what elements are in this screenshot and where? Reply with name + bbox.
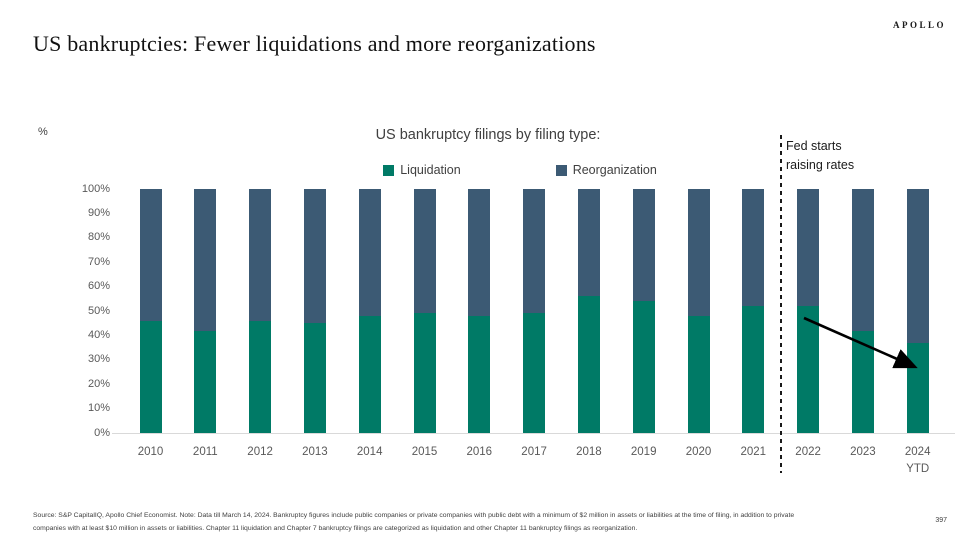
source-note-line1: Source: S&P CapitalIQ, Apollo Chief Econ… — [33, 512, 795, 519]
x-tick-label-2021: 2021 — [740, 446, 767, 458]
x-tick-label-2020: 2020 — [685, 446, 712, 458]
stacked-bar-2016 — [468, 189, 491, 433]
fed-dashed-line — [780, 135, 782, 473]
bar-segment-reorganization-2018 — [577, 189, 600, 297]
stacked-bar-2018 — [577, 189, 600, 433]
bar-segment-reorganization-2013 — [303, 189, 326, 324]
x-tick-label-2019: 2019 — [630, 446, 657, 458]
chart-title: US bankruptcy filings by filing type: — [375, 127, 601, 143]
bar-segment-reorganization-2021 — [742, 189, 765, 307]
y-tick-label: 90% — [87, 206, 110, 219]
bar-segment-liquidation-2018 — [577, 296, 600, 433]
bar-segment-reorganization-2011 — [194, 189, 217, 331]
bar-segment-reorganization-2020 — [687, 189, 710, 316]
bar-segment-liquidation-2023 — [851, 330, 874, 433]
y-tick-label: 10% — [87, 402, 110, 415]
bar-segment-reorganization-2016 — [468, 189, 491, 316]
x-tick-label-2015: 2015 — [411, 446, 438, 458]
stacked-bar-2023 — [851, 189, 874, 433]
bar-segment-liquidation-2010 — [139, 320, 162, 433]
y-tick-label: 0% — [94, 426, 110, 439]
x-tick-label-2011: 2011 — [192, 446, 218, 458]
source-note-line2: companies with at least $10 million in a… — [33, 525, 638, 532]
bar-segment-liquidation-2020 — [687, 315, 710, 433]
stacked-bar-2010 — [139, 189, 162, 433]
trend-arrow-icon — [803, 316, 918, 369]
y-tick-label: 80% — [87, 231, 110, 244]
bar-segment-reorganization-2014 — [358, 189, 381, 316]
bar-segment-liquidation-2014 — [358, 315, 381, 433]
bar-segment-liquidation-2012 — [249, 320, 272, 433]
x-tick-label-2010: 2010 — [137, 446, 164, 458]
stacked-bar-2017 — [523, 189, 546, 433]
stacked-bar-2022 — [797, 189, 820, 433]
x-tick-label-2012: 2012 — [247, 446, 273, 458]
x-tick-label-2013: 2013 — [302, 446, 328, 458]
x-tick-label-2023: 2023 — [850, 446, 876, 458]
x-tick-sublabel-ytd: YTD — [906, 463, 930, 475]
apollo-logo: APOLLO — [892, 20, 946, 30]
reorganization-swatch-icon — [555, 164, 567, 176]
bar-segment-reorganization-2022 — [797, 189, 820, 307]
fed-annotation-line2: raising rates — [786, 158, 855, 172]
page-title: US bankruptcies: Fewer liquidations and … — [33, 31, 596, 56]
bar-segment-liquidation-2013 — [303, 323, 326, 433]
page-number: 397 — [935, 517, 947, 524]
fed-annotation: Fed starts raising rates — [786, 137, 854, 175]
x-tick-label-2018: 2018 — [576, 446, 602, 458]
bar-segment-reorganization-2010 — [139, 189, 162, 321]
x-tick-label-2022: 2022 — [795, 446, 821, 458]
bar-segment-liquidation-2016 — [468, 315, 491, 433]
bar-segment-reorganization-2017 — [523, 189, 546, 314]
y-tick-label: 20% — [87, 377, 110, 390]
bar-segment-liquidation-2011 — [194, 330, 217, 433]
y-tick-label: 60% — [87, 280, 110, 293]
y-axis-unit-label: % — [38, 126, 48, 138]
x-axis-line — [112, 433, 955, 434]
source-note: Source: S&P CapitalIQ, Apollo Chief Econ… — [33, 509, 913, 535]
fed-annotation-line1: Fed starts — [786, 139, 842, 153]
legend-label-reorganization: Reorganization — [572, 163, 657, 177]
stacked-bar-2013 — [303, 189, 326, 433]
bar-segment-reorganization-2015 — [413, 189, 436, 314]
bar-segment-liquidation-2017 — [523, 313, 546, 433]
liquidation-swatch-icon — [383, 164, 395, 176]
bar-segment-reorganization-2012 — [249, 189, 272, 321]
y-tick-label: 50% — [87, 304, 110, 317]
bar-segment-liquidation-2022 — [797, 306, 820, 433]
stacked-bar-2011 — [194, 189, 217, 433]
stacked-bar-2012 — [249, 189, 272, 433]
x-tick-label-2024: 2024 YTD — [890, 444, 946, 478]
bar-segment-liquidation-2015 — [413, 313, 436, 433]
legend-item-reorganization: Reorganization — [555, 163, 657, 177]
y-tick-label: 40% — [87, 328, 110, 341]
y-tick-label: 70% — [87, 255, 110, 268]
stacked-bar-2015 — [413, 189, 436, 433]
chart-legend: Liquidation Reorganization — [150, 163, 890, 177]
stacked-bar-2021 — [742, 189, 765, 433]
stacked-bar-2014 — [358, 189, 381, 433]
bar-segment-reorganization-2023 — [851, 189, 874, 331]
stacked-bar-2019 — [632, 189, 655, 433]
bar-segment-reorganization-2024 — [906, 189, 929, 343]
bar-segment-reorganization-2019 — [632, 189, 655, 302]
y-tick-label: 100% — [81, 182, 110, 195]
x-tick-label-2014: 2014 — [356, 446, 383, 458]
stacked-bar-2020 — [687, 189, 710, 433]
bar-segment-liquidation-2019 — [632, 301, 655, 433]
y-tick-label: 30% — [87, 353, 110, 366]
bar-segment-liquidation-2021 — [742, 306, 765, 433]
x-tick-label-2017: 2017 — [521, 446, 547, 458]
x-tick-label-2016: 2016 — [466, 446, 493, 458]
legend-label-liquidation: Liquidation — [400, 163, 461, 177]
legend-item-liquidation: Liquidation — [383, 163, 461, 177]
